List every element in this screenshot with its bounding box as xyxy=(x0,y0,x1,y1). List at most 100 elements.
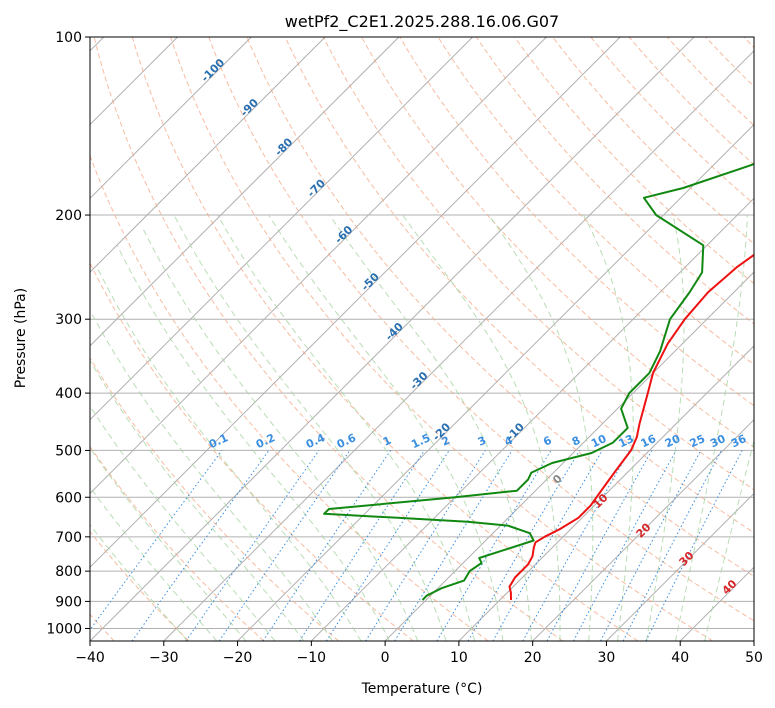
moist-adiabat xyxy=(90,405,276,641)
isotherm-line xyxy=(384,271,754,641)
mixing-ratio-label: 0.6 xyxy=(335,431,358,451)
moist-adiabat xyxy=(141,227,419,641)
isotherm-line xyxy=(90,37,326,273)
isotherm-line xyxy=(532,418,754,641)
mixing-ratio-label: 0.1 xyxy=(207,431,230,451)
plot-frame xyxy=(89,36,755,642)
dry-adiabat-label: -90 xyxy=(238,96,261,119)
mixing-ratio-label: 20 xyxy=(663,432,683,450)
dry-adiabat xyxy=(743,37,754,49)
mixing-ratio-line xyxy=(622,450,722,641)
dry-adiabat xyxy=(514,37,754,285)
dry-adiabat xyxy=(475,37,754,325)
moist-adiabat xyxy=(704,438,754,641)
dry-adiabat xyxy=(90,154,489,641)
isotherm-line xyxy=(90,37,400,347)
dry-adiabat-label: -60 xyxy=(332,223,355,246)
moist-adiabat xyxy=(90,309,333,641)
dry-adiabat xyxy=(93,37,564,641)
dry-adiabat xyxy=(590,37,754,205)
moist-adiabat xyxy=(90,486,218,641)
x-axis-title: Temperature (°C) xyxy=(361,681,483,697)
dry-adiabat xyxy=(437,37,754,366)
mixing-ratio-label: 13 xyxy=(617,432,636,450)
moist-adiabat xyxy=(675,214,748,641)
isotherm-line xyxy=(90,37,252,200)
y-tick-label: 800 xyxy=(55,564,82,580)
mixing-ratio-line xyxy=(131,450,270,641)
dry-adiabat xyxy=(170,37,713,641)
mixing-ratio-line xyxy=(325,450,450,641)
moist-adiabat-label: 0 xyxy=(550,472,565,487)
x-tick-label: −30 xyxy=(149,650,179,666)
dry-adiabat xyxy=(322,37,754,491)
dry-adiabat xyxy=(131,37,639,641)
y-tick-label: 400 xyxy=(55,386,82,402)
moist-adiabat xyxy=(583,214,634,641)
dry-adiabat-label: -20 xyxy=(430,420,453,443)
x-tick-label: 30 xyxy=(598,650,616,666)
mixing-ratio-line xyxy=(467,450,581,641)
mixing-ratio-line xyxy=(436,450,552,641)
mixing-ratio-label: 6 xyxy=(541,434,554,449)
mixing-ratio-line xyxy=(492,450,603,641)
mixing-ratio-label: 8 xyxy=(570,434,582,449)
moist-adiabat xyxy=(329,214,532,641)
isotherm-line xyxy=(90,37,621,568)
moist-adiabat xyxy=(217,214,475,641)
mixing-ratio-line xyxy=(600,450,702,641)
y-tick-label: 900 xyxy=(55,594,82,610)
x-tick-label: −20 xyxy=(223,650,253,666)
dry-adiabat xyxy=(399,37,754,407)
moist-adiabat xyxy=(268,214,504,641)
x-tick-label: 0 xyxy=(381,650,390,666)
dry-adiabat xyxy=(208,37,754,622)
moist-adiabat xyxy=(173,214,447,641)
mixing-ratio-label: 10 xyxy=(589,432,609,450)
mixing-ratio-label: 25 xyxy=(688,432,707,450)
mixing-ratio-line xyxy=(394,450,513,641)
x-tick-label: 40 xyxy=(671,650,689,666)
moist-adiabat xyxy=(90,359,305,641)
isotherm-line xyxy=(606,492,754,641)
mixing-ratio-label: 30 xyxy=(708,432,728,450)
y-tick-label: 1000 xyxy=(46,621,82,637)
dry-adiabat xyxy=(628,37,754,166)
y-tick-label: 700 xyxy=(55,530,82,546)
moist-adiabat-label: 40 xyxy=(720,577,740,597)
mixing-ratio-line xyxy=(522,450,631,641)
mixing-ratio-line xyxy=(546,450,653,641)
y-axis-title: Pressure (hPa) xyxy=(13,288,29,388)
isotherm-line xyxy=(237,123,754,641)
mixing-ratio-line xyxy=(365,450,486,641)
moist-adiabat xyxy=(96,266,362,641)
dewpoint-line xyxy=(323,162,754,601)
moist-adiabat xyxy=(488,214,594,641)
moist-adiabat xyxy=(116,245,390,641)
y-tick-label: 300 xyxy=(55,312,82,328)
isotherm-line xyxy=(163,50,754,641)
mixing-ratio-label: 16 xyxy=(639,432,659,450)
y-tick-label: 500 xyxy=(55,443,82,459)
mixing-ratio-label: 3 xyxy=(476,434,488,449)
x-tick-label: −40 xyxy=(75,650,105,666)
mixing-ratio-line xyxy=(218,450,351,641)
dry-adiabat-label: -100 xyxy=(199,56,228,85)
moist-adiabat xyxy=(90,523,188,641)
isotherm-line xyxy=(90,37,547,495)
mixing-ratio-label: 36 xyxy=(729,432,749,450)
dry-adiabat xyxy=(90,357,339,641)
dry-adiabat xyxy=(361,37,754,448)
chart-title: wetPf2_C2E1.2025.288.16.06.G07 xyxy=(285,12,559,32)
y-tick-label: 200 xyxy=(55,208,82,224)
y-tick-label: 600 xyxy=(55,490,82,506)
dry-adiabat-label: -70 xyxy=(305,176,328,199)
dry-adiabat-label: -80 xyxy=(272,135,295,158)
dry-adiabat xyxy=(90,445,265,641)
x-tick-label: 10 xyxy=(450,650,468,666)
isotherm-line xyxy=(753,640,754,641)
moist-adiabat xyxy=(90,447,247,641)
mixing-ratio-label: 0.4 xyxy=(304,431,327,451)
dry-adiabat xyxy=(90,530,190,641)
